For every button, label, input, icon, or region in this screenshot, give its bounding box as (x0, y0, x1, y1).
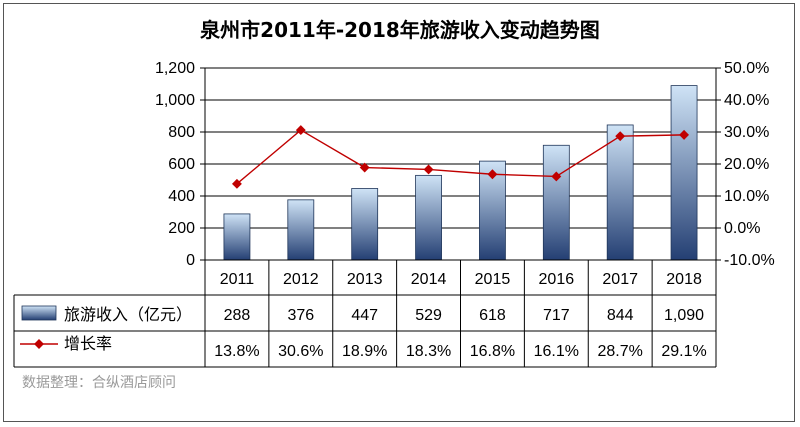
table-value: 844 (607, 307, 634, 324)
y-left-tick-label: 1,000 (155, 92, 195, 109)
chart-title: 泉州市2011年-2018年旅游收入变动趋势图 (200, 18, 600, 42)
y-right-tick-label: -10.0% (724, 252, 775, 269)
table-value: 16.1% (534, 343, 579, 360)
y-left-tick-label: 1,200 (155, 60, 195, 77)
table-value: 29.1% (661, 343, 706, 360)
y-left-tick-label: 0 (186, 252, 195, 269)
legend-line-marker (34, 339, 44, 349)
table-value: 28.7% (598, 343, 643, 360)
y-right-tick-label: 30.0% (724, 124, 769, 141)
bar (287, 199, 315, 261)
y-left-tick-label: 600 (168, 156, 195, 173)
table-value: 288 (224, 307, 251, 324)
growth-point (231, 178, 242, 189)
table-value: 717 (543, 307, 570, 324)
y-right-tick-label: 0.0% (724, 220, 760, 237)
legend-bar-key (21, 305, 57, 321)
x-category-label: 2017 (602, 271, 638, 288)
table-value: 447 (351, 307, 378, 324)
legend-bar-label: 旅游收入（亿元） (64, 306, 192, 324)
table-value: 18.3% (406, 343, 451, 360)
y-left-tick-label: 400 (168, 188, 195, 205)
table-value: 16.8% (470, 343, 515, 360)
table-value: 529 (415, 307, 442, 324)
y-right-tick-label: 10.0% (724, 188, 769, 205)
x-category-label: 2016 (539, 271, 575, 288)
chart-frame (3, 3, 795, 422)
table-value: 30.6% (278, 343, 323, 360)
bar (223, 213, 251, 261)
bar (351, 188, 379, 261)
x-category-label: 2013 (347, 271, 383, 288)
bar (542, 144, 570, 261)
bar (415, 174, 442, 261)
table-value: 18.9% (342, 343, 387, 360)
growth-point (423, 164, 434, 175)
bar (606, 124, 634, 261)
table-value: 1,090 (664, 307, 704, 324)
growth-line (236, 129, 685, 185)
x-category-label: 2012 (283, 271, 319, 288)
x-category-label: 2015 (475, 271, 511, 288)
x-category-label: 2014 (411, 271, 447, 288)
x-category-label: 2018 (666, 271, 702, 288)
bar (670, 85, 698, 261)
legend-line-label: 增长率 (64, 335, 112, 353)
growth-point (615, 131, 626, 142)
table-value: 376 (287, 307, 314, 324)
y-right-tick-label: 40.0% (724, 92, 769, 109)
y-right-tick-label: 50.0% (724, 60, 769, 77)
table-value: 618 (479, 307, 506, 324)
x-category-label: 2011 (220, 271, 255, 288)
table-value: 13.8% (214, 343, 259, 360)
growth-point (487, 169, 498, 180)
source-footnote: 数据整理：合纵酒店顾问 (22, 375, 176, 391)
growth-point (359, 162, 370, 173)
y-left-tick-label: 200 (168, 220, 195, 237)
growth-point (679, 129, 690, 140)
growth-point (551, 171, 562, 182)
y-left-tick-label: 800 (168, 124, 195, 141)
y-right-tick-label: 20.0% (724, 156, 769, 173)
